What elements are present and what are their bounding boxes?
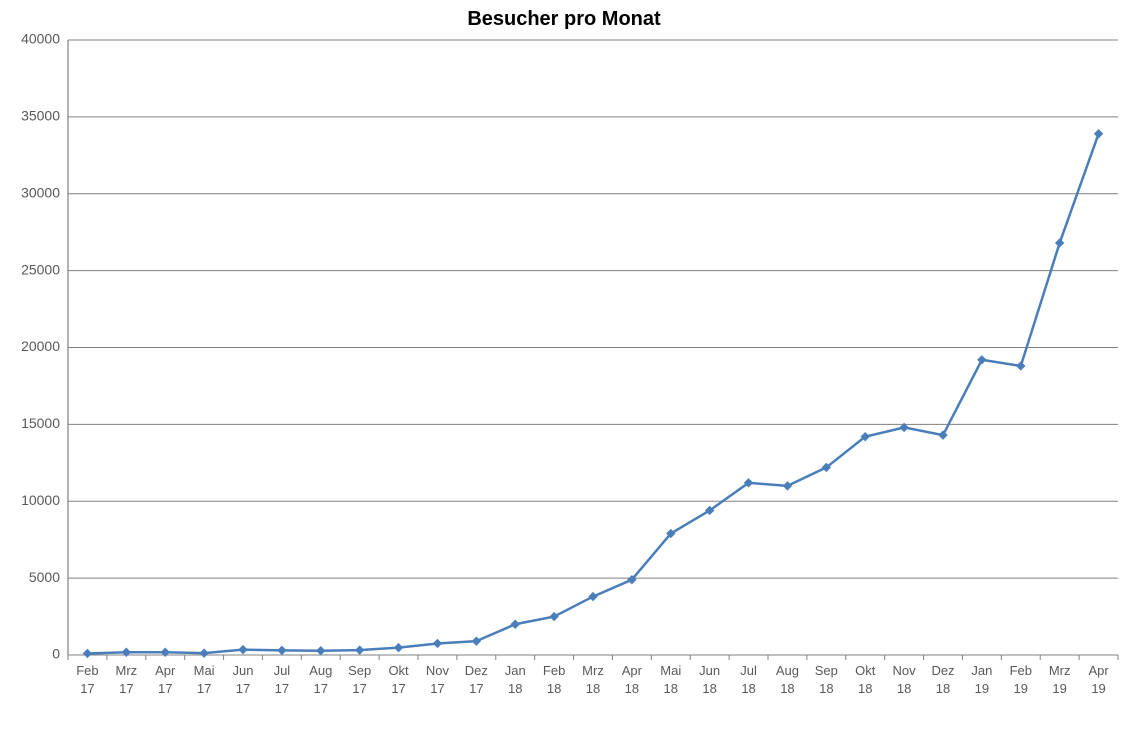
x-axis-label: Apr — [622, 663, 643, 678]
y-axis-label: 15000 — [21, 415, 60, 431]
x-axis-label: 17 — [391, 681, 405, 696]
x-axis-label: Jun — [699, 663, 720, 678]
y-axis-label: 40000 — [21, 31, 60, 47]
x-axis-label: 18 — [547, 681, 561, 696]
x-axis-label: 18 — [664, 681, 678, 696]
y-axis-label: 5000 — [29, 569, 60, 585]
chart-plot-area: 0 5000 10000 15000 20000 25000 30000 35000 40000… — [0, 0, 1128, 732]
x-axis-label: 18 — [936, 681, 950, 696]
x-axis-label: 17 — [430, 681, 444, 696]
x-axis-label: 18 — [858, 681, 872, 696]
x-axis-label: 19 — [975, 681, 989, 696]
x-axis-label: 19 — [1052, 681, 1066, 696]
x-axis-label: Dez — [931, 663, 954, 678]
x-axis-label: Jul — [274, 663, 291, 678]
x-axis-label: 17 — [80, 681, 94, 696]
x-axis-label: Aug — [776, 663, 799, 678]
x-axis-label: Okt — [855, 663, 876, 678]
x-axis-label: 17 — [314, 681, 328, 696]
x-axis-label: Mrz — [115, 663, 137, 678]
x-axis-label: 18 — [741, 681, 755, 696]
x-axis-label: Okt — [388, 663, 409, 678]
x-axis-label: Dez — [465, 663, 488, 678]
x-axis-label: Mrz — [582, 663, 604, 678]
x-axis-label: 17 — [352, 681, 366, 696]
x-axis-label: Jan — [505, 663, 526, 678]
x-axis-label: 18 — [702, 681, 716, 696]
x-axis-label: Apr — [155, 663, 176, 678]
x-axis-label: Nov — [893, 663, 917, 678]
x-axis-label: Mrz — [1049, 663, 1071, 678]
x-axis-label: Mai — [194, 663, 215, 678]
x-axis-label: 17 — [275, 681, 289, 696]
x-axis-label: 17 — [236, 681, 250, 696]
x-axis-label: Sep — [815, 663, 838, 678]
line-chart: Besucher pro Monat 0 5000 10000 15000 20000 2… — [0, 0, 1128, 732]
y-axis-label: 25000 — [21, 261, 60, 277]
x-axis-label: Apr — [1088, 663, 1109, 678]
x-axis-label: Feb — [1010, 663, 1032, 678]
x-axis-label: 18 — [819, 681, 833, 696]
x-axis-label: Feb — [543, 663, 565, 678]
chart-title: Besucher pro Monat — [0, 8, 1128, 31]
y-axis-label: 35000 — [21, 108, 60, 124]
x-axis-label: 18 — [897, 681, 911, 696]
x-axis-label: 18 — [508, 681, 522, 696]
x-axis-label: Mai — [660, 663, 681, 678]
x-axis-label: 17 — [158, 681, 172, 696]
x-axis-label: 19 — [1014, 681, 1028, 696]
x-axis-label: Jul — [740, 663, 757, 678]
x-axis-label: Feb — [76, 663, 98, 678]
x-axis-label: 17 — [119, 681, 133, 696]
y-axis-label: 30000 — [21, 184, 60, 200]
x-axis-label: Jun — [233, 663, 254, 678]
x-axis-label: 19 — [1091, 681, 1105, 696]
x-axis-label: 17 — [469, 681, 483, 696]
y-axis-label: 10000 — [21, 492, 60, 508]
x-axis-label: 18 — [625, 681, 639, 696]
x-axis-label: Jan — [971, 663, 992, 678]
x-axis-label: 17 — [197, 681, 211, 696]
x-axis-label: Sep — [348, 663, 371, 678]
y-axis-label: 20000 — [21, 338, 60, 354]
x-axis-label: Nov — [426, 663, 450, 678]
x-axis-label: Aug — [309, 663, 332, 678]
y-axis-label: 0 — [52, 646, 60, 662]
x-axis-label: 18 — [586, 681, 600, 696]
x-axis-label: 18 — [780, 681, 794, 696]
